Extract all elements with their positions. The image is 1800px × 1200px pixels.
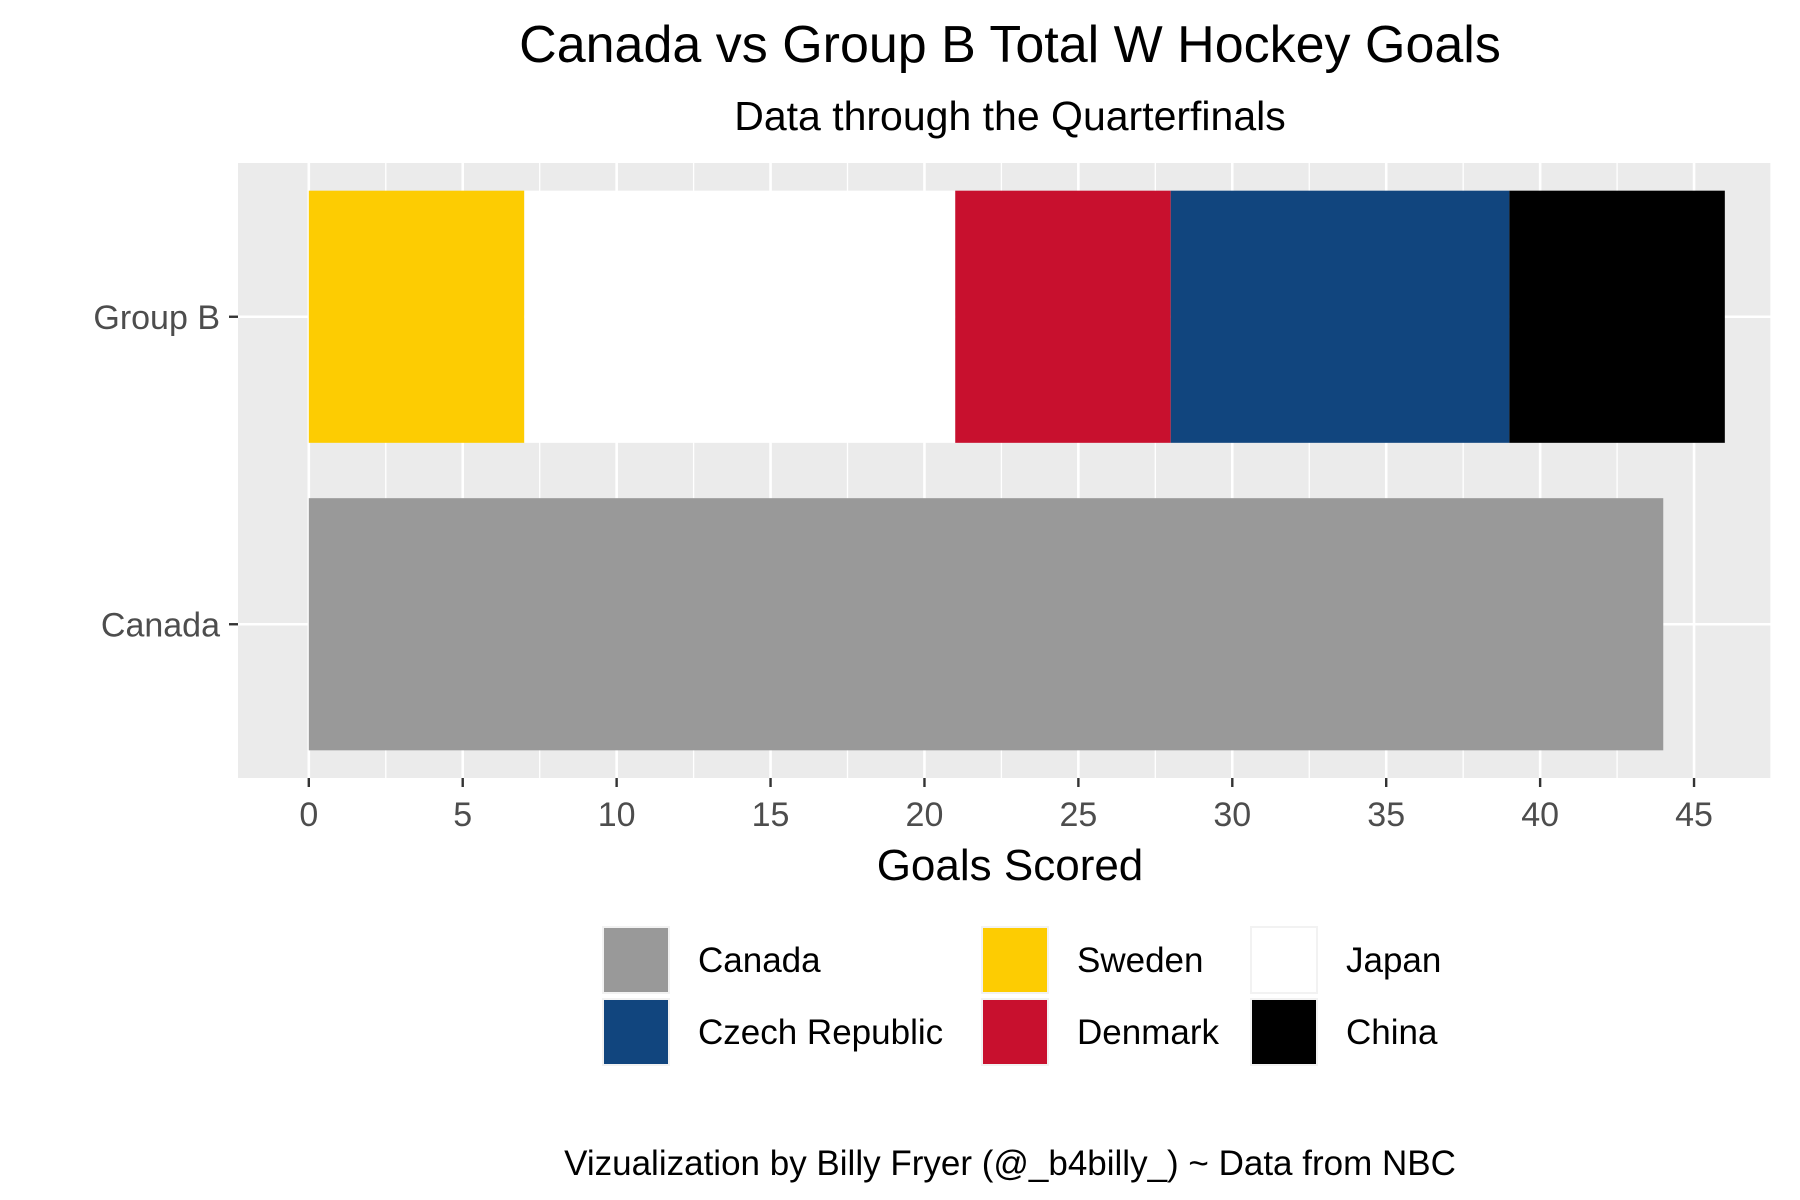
legend-key-japan xyxy=(1250,926,1318,994)
y-tick-label: Group B xyxy=(93,299,220,337)
legend-key-denmark xyxy=(981,998,1049,1066)
bars-layer xyxy=(308,190,1725,751)
bar-segment-czech-republic xyxy=(1170,190,1510,443)
bar-segment-china xyxy=(1509,190,1725,443)
x-tick-label: 0 xyxy=(299,796,318,834)
legend-label-canada: Canada xyxy=(698,941,821,980)
x-tick-label: 25 xyxy=(1059,796,1097,834)
legend-label-czech-republic: Czech Republic xyxy=(698,1013,943,1052)
x-tick-label: 35 xyxy=(1367,796,1405,834)
legend-label-denmark: Denmark xyxy=(1077,1013,1219,1052)
legend-key-china xyxy=(1250,998,1318,1066)
legend-label-china: China xyxy=(1346,1013,1438,1052)
bar-segment-sweden xyxy=(308,190,525,443)
bar-segment-japan xyxy=(524,190,956,443)
legend-label-sweden: Sweden xyxy=(1077,941,1203,980)
legend-label-japan: Japan xyxy=(1346,941,1441,980)
bar-segment-denmark xyxy=(955,190,1171,443)
legend: Canada Sweden Japan Czech Republic Denmark Ch… xyxy=(602,926,1441,1066)
legend-key-czech-republic xyxy=(602,998,670,1066)
x-tick-label: 15 xyxy=(752,796,790,834)
x-tick-label: 40 xyxy=(1521,796,1559,834)
chart-subtitle: Data through the Quarterfinals xyxy=(734,93,1286,139)
chart-title: Canada vs Group B Total W Hockey Goals xyxy=(519,16,1501,74)
y-axis: Group B Canada xyxy=(93,299,238,644)
y-tick-label: Canada xyxy=(101,606,220,644)
x-axis: 0 5 10 15 20 25 30 35 40 45 xyxy=(299,778,1713,834)
x-tick-label: 10 xyxy=(598,796,636,834)
x-tick-label: 5 xyxy=(453,796,472,834)
legend-key-canada xyxy=(602,926,670,994)
x-tick-label: 20 xyxy=(906,796,944,834)
bar-segment-canada xyxy=(308,498,1664,751)
x-tick-label: 45 xyxy=(1675,796,1713,834)
x-axis-title: Goals Scored xyxy=(877,841,1144,890)
chart-caption: Vizualization by Billy Fryer (@_b4billy_… xyxy=(564,1144,1456,1183)
x-tick-label: 30 xyxy=(1213,796,1251,834)
legend-key-sweden xyxy=(981,926,1049,994)
